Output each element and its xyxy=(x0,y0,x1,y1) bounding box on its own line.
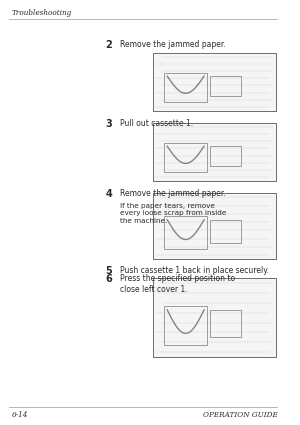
Bar xyxy=(210,146,241,166)
Bar xyxy=(164,306,207,345)
Text: 2: 2 xyxy=(105,40,112,51)
Text: Press the specified position to
close left cover 1.: Press the specified position to close le… xyxy=(120,274,235,294)
Bar xyxy=(164,216,207,249)
Text: Pull out cassette 1.: Pull out cassette 1. xyxy=(120,119,193,128)
Bar xyxy=(210,220,241,243)
Bar xyxy=(164,73,207,102)
Bar xyxy=(153,53,276,110)
Bar xyxy=(210,310,241,337)
Text: 4: 4 xyxy=(105,189,112,199)
Bar xyxy=(153,278,276,357)
Text: 6: 6 xyxy=(105,274,112,284)
Text: Remove the jammed paper.: Remove the jammed paper. xyxy=(120,189,226,198)
Text: Remove the jammed paper.: Remove the jammed paper. xyxy=(120,40,226,49)
Text: Troubleshooting: Troubleshooting xyxy=(11,8,72,17)
Text: 6-14: 6-14 xyxy=(11,411,28,419)
Text: If the paper tears, remove
every loose scrap from inside
the machine.: If the paper tears, remove every loose s… xyxy=(120,203,226,224)
Bar xyxy=(153,193,276,259)
Text: 3: 3 xyxy=(105,119,112,129)
Text: OPERATION GUIDE: OPERATION GUIDE xyxy=(202,411,277,419)
Bar xyxy=(210,76,241,96)
Bar xyxy=(164,143,207,172)
Bar xyxy=(153,123,276,181)
Text: Push cassette 1 back in place securely.: Push cassette 1 back in place securely. xyxy=(120,266,269,275)
Text: 5: 5 xyxy=(105,266,112,276)
